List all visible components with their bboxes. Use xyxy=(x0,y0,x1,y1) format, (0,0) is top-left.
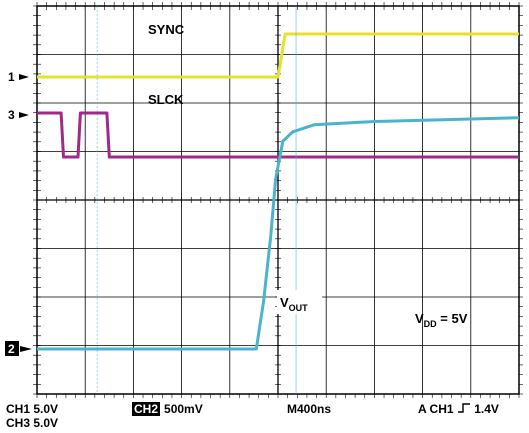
svg-text:VOUT: VOUT xyxy=(280,295,308,313)
channel-markers: 1 2 3 xyxy=(5,70,32,356)
traces xyxy=(37,6,520,394)
marker-ch1: 1 xyxy=(8,70,15,84)
svg-text:VDD = 5V: VDD = 5V xyxy=(415,311,468,329)
vdd-label: VDD = 5V xyxy=(415,311,468,329)
ch2-badge: CH2 xyxy=(132,402,161,416)
marker-ch2: 2 xyxy=(8,342,15,356)
vdd-label-sub: DD xyxy=(424,319,437,329)
ch2-scale-group: CH2 500mV xyxy=(132,402,203,416)
vout-label-main: V xyxy=(280,295,289,310)
graticule xyxy=(33,2,523,398)
trace-vout xyxy=(37,116,520,351)
trace-slck xyxy=(37,111,519,159)
marker-arrow-ch3 xyxy=(19,112,29,118)
trace-sync xyxy=(37,32,519,79)
vdd-label-main: V xyxy=(415,311,424,326)
ch2-scale: 500mV xyxy=(164,402,203,416)
ch2-marker-box xyxy=(5,341,19,356)
vout-label: VOUT xyxy=(277,290,322,314)
timebase: M400ns xyxy=(287,402,332,416)
marker-ch3: 3 xyxy=(8,108,15,122)
trigger-readout: A CH1 1.4V xyxy=(418,402,499,416)
ch3-scale: CH3 5.0V xyxy=(6,416,59,430)
rising-edge-icon xyxy=(457,403,470,413)
vout-label-sub: OUT xyxy=(289,303,309,313)
ch1-scale: CH1 5.0V xyxy=(6,402,59,416)
sync-label: SYNC xyxy=(148,22,185,37)
marker-arrow-ch1 xyxy=(19,74,29,80)
vdd-label-value: = 5V xyxy=(437,311,468,326)
marker-arrow-ch2 xyxy=(20,346,32,352)
slck-label: SLCK xyxy=(148,92,184,107)
trigger-source: A CH1 xyxy=(418,402,454,416)
trigger-level: 1.4V xyxy=(474,402,499,416)
